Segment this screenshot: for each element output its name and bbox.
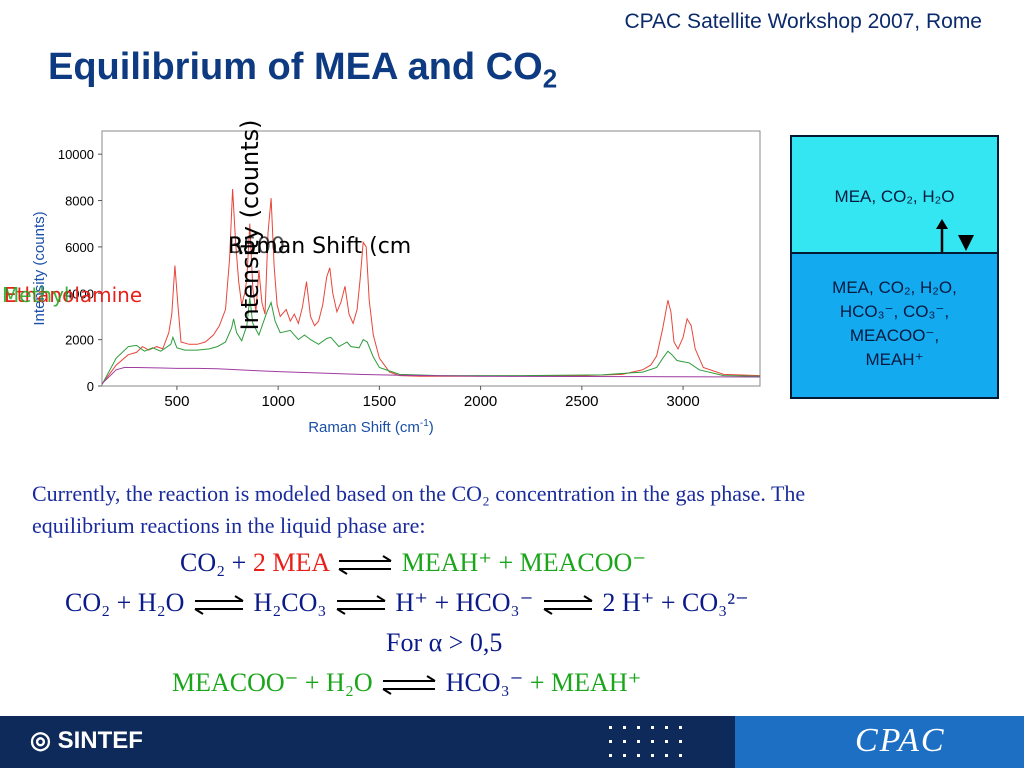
overlay-methyl-label: Methyl	[2, 283, 69, 307]
eq2-c: H⁺ + HCO₃⁻	[395, 588, 534, 617]
sintef-logo: ◎ SINTEF	[30, 726, 143, 755]
footer-dot	[637, 726, 640, 729]
footer-dot	[665, 754, 668, 757]
sintef-logo-text: SINTEF	[57, 727, 143, 754]
footer-dot	[651, 754, 654, 757]
eq3-left: MEACOO⁻ + H₂O	[172, 668, 373, 697]
overlay-ethanolamine-label: Ethanolamine	[4, 283, 142, 307]
x-tick-label: 2000	[464, 393, 497, 410]
y-tick-label: 8000	[65, 194, 94, 209]
eq1-mea: 2 MEA	[252, 548, 329, 577]
conference-label: CPAC Satellite Workshop 2007, Rome	[624, 10, 982, 33]
liquid-phase-line: HCO₃⁻, CO₃⁻,	[839, 302, 950, 321]
raman-spectrum-chart: 0 2000 4000 6000 8000 10000 500 1000 1500 2000 250…	[2, 119, 761, 436]
spectrum-series-line	[101, 188, 761, 385]
footer-dot	[679, 754, 682, 757]
y-tick-label: 2000	[65, 333, 94, 348]
footer-cpac-band	[735, 716, 1024, 768]
overlay-intensity-label: Intensity (counts)	[236, 119, 264, 330]
y-tick-label: 4000	[65, 286, 94, 301]
overlay-raman-shift-label: Raman Shift (cm	[228, 234, 411, 259]
body-paragraph: Currently, the reaction is modeled based…	[32, 481, 806, 538]
liquid-phase-line: MEACOO⁻,	[849, 326, 940, 345]
footer-dot	[623, 726, 626, 729]
cpac-logo: CPAC	[855, 722, 946, 759]
footer-dots-decoration	[609, 726, 682, 757]
eq1-left: CO₂ +	[180, 548, 253, 577]
footer-dot	[637, 740, 640, 743]
footer-dot	[651, 740, 654, 743]
x-tick-label: 2500	[565, 393, 598, 410]
liquid-phase-box: MEA, CO₂, H₂O, HCO₃⁻, CO₃⁻, MEACOO⁻, MEA…	[790, 252, 999, 399]
eq2-b: H₂CO₃	[253, 588, 327, 617]
plot-area	[101, 130, 761, 387]
eq2-a: CO₂ + H₂O	[65, 588, 185, 617]
footer-dot	[651, 726, 654, 729]
eq2-d: 2 H⁺ + CO₃²⁻	[602, 588, 749, 617]
equation-2: CO₂ + H₂O H₂CO₃ H⁺ + HCO₃⁻ 2 H⁺ + CO₃²⁻	[65, 588, 749, 618]
x-tick-label: 500	[164, 393, 189, 410]
footer-dot	[679, 740, 682, 743]
eq1-right: MEAH⁺ + MEACOO⁻	[401, 548, 647, 577]
overlay-shift-value: 3500	[229, 234, 285, 259]
liquid-phase-line: MEA, CO₂, H₂O,	[832, 278, 957, 297]
x-axis-label: Raman Shift (cm-1)	[308, 418, 434, 436]
footer-dot	[623, 754, 626, 757]
footer-dot	[665, 726, 668, 729]
slide-title: Equilibrium of MEA and CO2	[48, 46, 557, 95]
equilibrium-arrow-icon	[338, 555, 392, 575]
gas-phase-box: MEA, CO₂, H₂O	[790, 135, 999, 265]
eq3-right: + MEAH⁺	[529, 668, 642, 697]
x-tick-label: 3000	[666, 393, 699, 410]
gas-phase-label: MEA, CO₂, H₂O	[834, 187, 955, 206]
equilibrium-arrow-icon	[336, 595, 386, 615]
equilibrium-arrow-icon	[194, 595, 244, 615]
footer-dot	[623, 740, 626, 743]
slide-title-subscript: 2	[542, 63, 558, 94]
x-tick-label: 1000	[261, 393, 294, 410]
liquid-phase-labels: MEA, CO₂, H₂O, HCO₃⁻, CO₃⁻, MEACOO⁻, MEA…	[792, 276, 997, 372]
footer-dot	[609, 726, 612, 729]
equilibrium-arrow-icon	[543, 595, 593, 615]
eq3-mid: HCO₃⁻	[445, 668, 524, 697]
y-axis-label: Intensity (counts)	[31, 211, 48, 325]
y-tick-label: 10000	[58, 147, 94, 162]
footer-dot	[679, 726, 682, 729]
alpha-condition: For α > 0,5	[386, 628, 503, 657]
footer-dot	[609, 740, 612, 743]
liquid-phase-line: MEAH⁺	[865, 350, 924, 369]
y-tick-label: 6000	[65, 240, 94, 255]
spectrum-series-line	[101, 367, 761, 385]
x-tick-label: 1500	[363, 393, 396, 410]
spectrum-series-line	[101, 297, 761, 385]
footer-dot	[637, 754, 640, 757]
equation-1: CO₂ + 2 MEA MEAH⁺ + MEACOO⁻	[180, 548, 646, 578]
sintef-logo-mark-icon: ◎	[30, 727, 51, 754]
equilibrium-arrow-icon	[382, 675, 436, 695]
slide-title-main: Equilibrium of MEA and CO	[48, 46, 543, 88]
equation-3: MEACOO⁻ + H₂O HCO₃⁻ + MEAH⁺	[172, 668, 641, 698]
y-tick-label: 0	[87, 379, 94, 394]
footer-dot	[609, 754, 612, 757]
footer-dot	[665, 740, 668, 743]
